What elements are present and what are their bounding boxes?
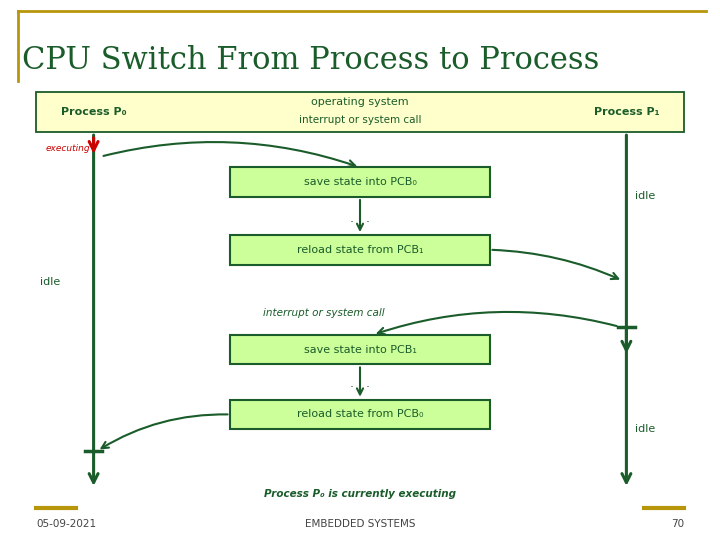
Text: interrupt or system call: interrupt or system call [299,115,421,125]
Text: operating system: operating system [311,97,409,106]
FancyBboxPatch shape [36,92,684,132]
Text: Process P₀ is currently executing: Process P₀ is currently executing [264,489,456,499]
Text: reload state from PCB₁: reload state from PCB₁ [297,245,423,255]
Text: 05-09-2021: 05-09-2021 [36,519,96,529]
Text: save state into PCB₁: save state into PCB₁ [304,345,416,355]
Text: Process P₁: Process P₁ [594,107,659,117]
Text: EMBEDDED SYSTEMS: EMBEDDED SYSTEMS [305,519,415,529]
Text: executing: executing [45,144,90,153]
Text: 70: 70 [671,519,684,529]
Text: idle: idle [635,424,655,434]
Text: reload state from PCB₀: reload state from PCB₀ [297,409,423,420]
Text: . . .: . . . [350,212,370,225]
Text: CPU Switch From Process to Process: CPU Switch From Process to Process [22,45,599,76]
Text: Process P₀: Process P₀ [60,107,127,117]
Text: idle: idle [40,277,60,287]
Text: . . .: . . . [350,377,370,390]
Text: idle: idle [635,191,655,201]
Text: save state into PCB₀: save state into PCB₀ [304,177,416,187]
Text: interrupt or system call: interrupt or system call [264,308,384,318]
FancyBboxPatch shape [230,167,490,197]
FancyBboxPatch shape [230,335,490,365]
FancyBboxPatch shape [230,235,490,265]
FancyBboxPatch shape [230,400,490,429]
